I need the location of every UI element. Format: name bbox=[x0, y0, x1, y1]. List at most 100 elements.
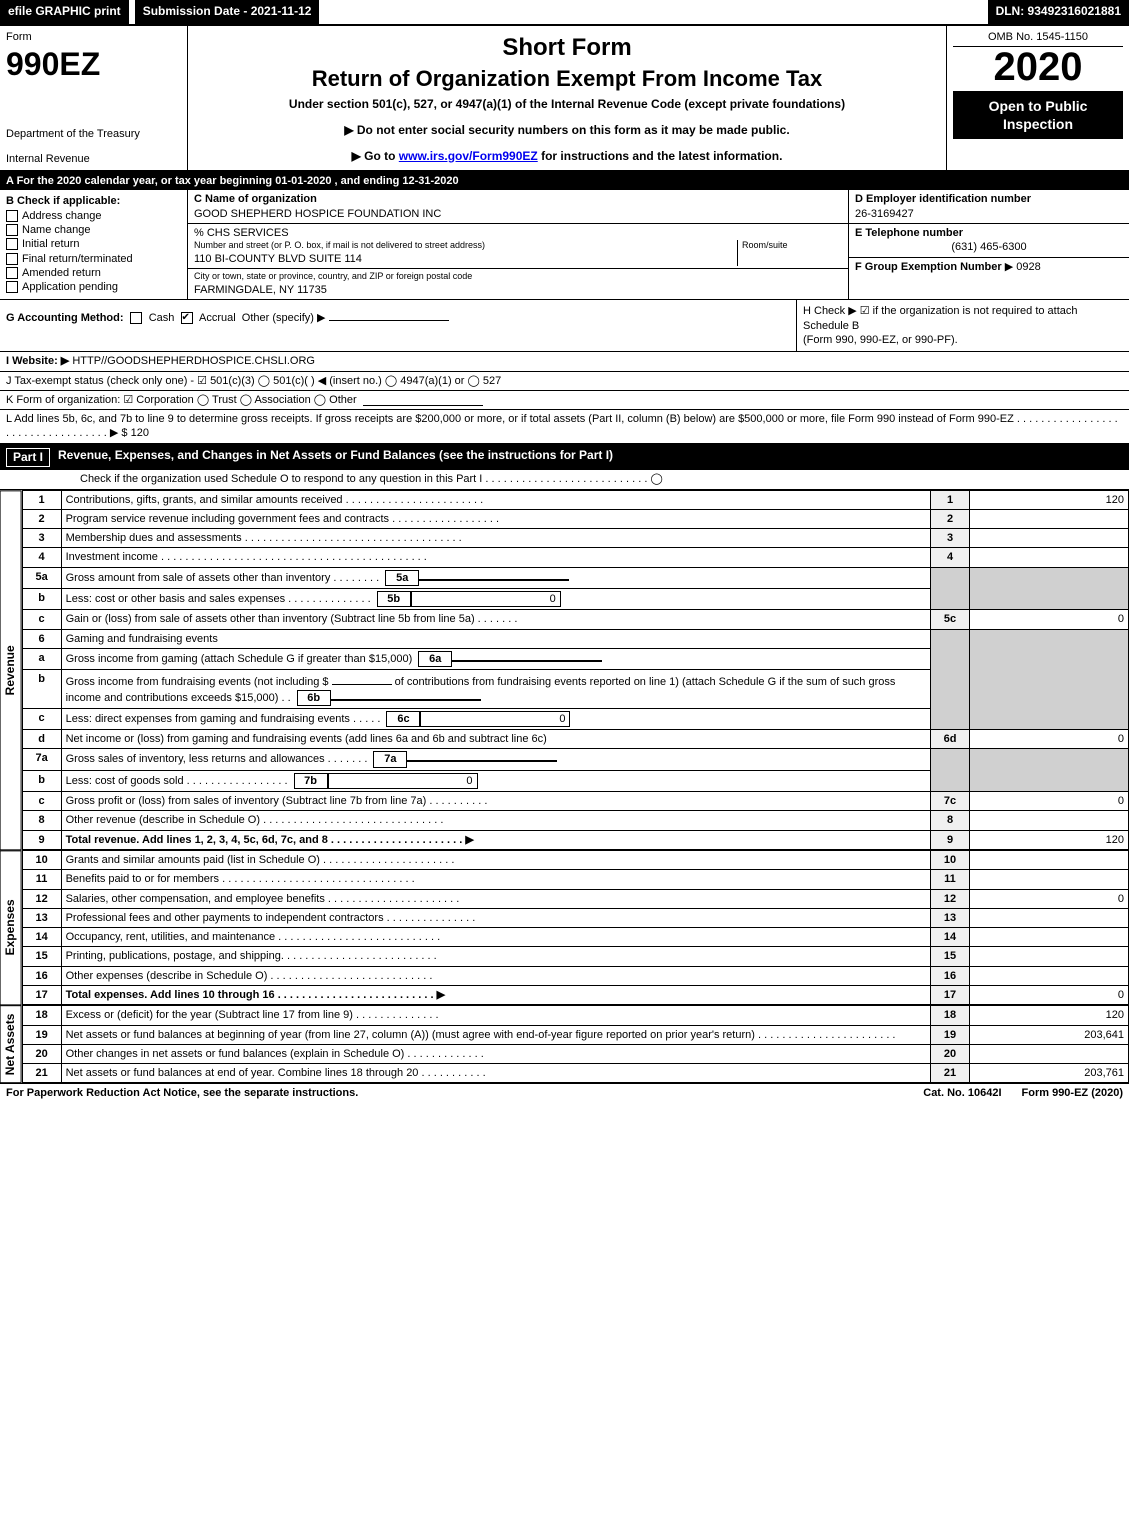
dept-irs: Internal Revenue bbox=[6, 152, 181, 166]
form-number: 990EZ bbox=[6, 44, 181, 86]
irs-link[interactable]: www.irs.gov/Form990EZ bbox=[399, 149, 538, 163]
net-assets-section: Net Assets 18Excess or (deficit) for the… bbox=[0, 1005, 1129, 1083]
gross-receipts-text: L Add lines 5b, 6c, and 7b to line 9 to … bbox=[6, 412, 1123, 441]
tax-year: 2020 bbox=[953, 47, 1123, 87]
city-state-zip: FARMINGDALE, NY 11735 bbox=[194, 283, 842, 297]
section-i: I Website: ▶ HTTP//GOODSHEPHERDHOSPICE.C… bbox=[0, 352, 1129, 371]
checkbox-name-change[interactable]: Name change bbox=[6, 223, 181, 237]
form-title-short: Short Form bbox=[196, 32, 938, 63]
checkbox-address-change[interactable]: Address change bbox=[6, 209, 181, 223]
section-e-label: E Telephone number bbox=[855, 226, 1123, 240]
line-1: 1Contributions, gifts, grants, and simil… bbox=[22, 490, 1128, 509]
checkbox-final-return[interactable]: Final return/terminated bbox=[6, 252, 181, 266]
expenses-section: Expenses 10Grants and similar amounts pa… bbox=[0, 850, 1129, 1005]
line-15: 15Printing, publications, postage, and s… bbox=[22, 947, 1128, 966]
section-k: K Form of organization: ☑ Corporation ◯ … bbox=[0, 391, 1129, 410]
other-org-input[interactable] bbox=[363, 393, 483, 406]
group-exemption-value: ▶ 0928 bbox=[1005, 261, 1041, 273]
street-address: 110 BI-COUNTY BLVD SUITE 114 bbox=[194, 252, 737, 266]
line-8: 8Other revenue (describe in Schedule O) … bbox=[22, 811, 1128, 830]
part-i-header: Part I Revenue, Expenses, and Changes in… bbox=[0, 445, 1129, 471]
tax-exempt-status: J Tax-exempt status (check only one) - ☑… bbox=[6, 374, 501, 388]
section-h-line2: (Form 990, 990-EZ, or 990-PF). bbox=[803, 333, 1123, 347]
line-18: 18Excess or (deficit) for the year (Subt… bbox=[22, 1006, 1128, 1025]
form-subtitle: Under section 501(c), 527, or 4947(a)(1)… bbox=[196, 97, 938, 113]
line-7c: cGross profit or (loss) from sales of in… bbox=[22, 792, 1128, 811]
checkbox-amended-return[interactable]: Amended return bbox=[6, 266, 181, 280]
line-14: 14Occupancy, rent, utilities, and mainte… bbox=[22, 928, 1128, 947]
instr-goto-post: for instructions and the latest informat… bbox=[538, 149, 783, 163]
line-7a: 7aGross sales of inventory, less returns… bbox=[22, 749, 1128, 770]
city-label: City or town, state or province, country… bbox=[194, 271, 842, 283]
section-l: L Add lines 5b, 6c, and 7b to line 9 to … bbox=[0, 410, 1129, 445]
net-assets-side-label: Net Assets bbox=[0, 1005, 22, 1083]
line-6d: dNet income or (loss) from gaming and fu… bbox=[22, 730, 1128, 749]
checkbox-initial-return[interactable]: Initial return bbox=[6, 237, 181, 251]
line-11: 11Benefits paid to or for members . . . … bbox=[22, 870, 1128, 889]
line-9: 9Total revenue. Add lines 1, 2, 3, 4, 5c… bbox=[22, 830, 1128, 849]
website-value: HTTP//GOODSHEPHERDHOSPICE.CHSLI.ORG bbox=[72, 354, 315, 368]
checkbox-accrual[interactable] bbox=[181, 312, 193, 324]
room-suite-label: Room/suite bbox=[737, 240, 842, 266]
header-left: Form 990EZ Department of the Treasury In… bbox=[0, 26, 188, 171]
checkbox-application-pending[interactable]: Application pending bbox=[6, 280, 181, 294]
submission-date: Submission Date - 2021-11-12 bbox=[135, 0, 320, 24]
section-g-label: G Accounting Method: bbox=[6, 312, 124, 324]
section-bcdef: B Check if applicable: Address change Na… bbox=[0, 190, 1129, 300]
section-h-line1: H Check ▶ ☑ if the organization is not r… bbox=[803, 304, 1123, 333]
line-16: 16Other expenses (describe in Schedule O… bbox=[22, 966, 1128, 985]
form-title-long: Return of Organization Exempt From Incom… bbox=[196, 65, 938, 94]
fundraising-amount-input[interactable] bbox=[332, 672, 392, 685]
section-d-label: D Employer identification number bbox=[855, 192, 1123, 206]
instr-goto: ▶ Go to www.irs.gov/Form990EZ for instru… bbox=[196, 149, 938, 165]
line-a-tax-year: A For the 2020 calendar year, or tax yea… bbox=[0, 172, 1129, 190]
net-assets-table: 18Excess or (deficit) for the year (Subt… bbox=[22, 1005, 1129, 1083]
section-i-label: I Website: ▶ bbox=[6, 354, 69, 368]
efile-print-button[interactable]: efile GRAPHIC print bbox=[0, 0, 129, 24]
section-g: G Accounting Method: Cash Accrual Other … bbox=[0, 300, 796, 351]
form-word: Form bbox=[6, 30, 181, 44]
form-of-organization: K Form of organization: ☑ Corporation ◯ … bbox=[6, 393, 357, 407]
line-19: 19Net assets or fund balances at beginni… bbox=[22, 1025, 1128, 1044]
checkbox-cash[interactable] bbox=[130, 312, 142, 324]
footer-cat-number: Cat. No. 10642I bbox=[903, 1086, 1021, 1100]
line-21: 21Net assets or fund balances at end of … bbox=[22, 1064, 1128, 1083]
section-b-heading: B Check if applicable: bbox=[6, 194, 181, 208]
line-20: 20Other changes in net assets or fund ba… bbox=[22, 1044, 1128, 1063]
section-def: D Employer identification number 26-3169… bbox=[849, 190, 1129, 299]
other-method-input[interactable] bbox=[329, 308, 449, 321]
section-gh: G Accounting Method: Cash Accrual Other … bbox=[0, 300, 1129, 352]
section-f-label: F Group Exemption Number bbox=[855, 261, 1002, 273]
section-c: C Name of organization GOOD SHEPHERD HOS… bbox=[188, 190, 849, 299]
section-c-name-label: C Name of organization bbox=[194, 192, 842, 206]
org-name: GOOD SHEPHERD HOSPICE FOUNDATION INC bbox=[194, 207, 842, 221]
page-footer: For Paperwork Reduction Act Notice, see … bbox=[0, 1083, 1129, 1102]
revenue-side-label: Revenue bbox=[0, 490, 22, 850]
form-header: Form 990EZ Department of the Treasury In… bbox=[0, 26, 1129, 173]
line-5a: 5aGross amount from sale of assets other… bbox=[22, 567, 1128, 588]
footer-form-id: Form 990-EZ (2020) bbox=[1022, 1086, 1123, 1100]
expenses-side-label: Expenses bbox=[0, 850, 22, 1005]
telephone-value: (631) 465-6300 bbox=[855, 240, 1123, 254]
top-bar: efile GRAPHIC print Submission Date - 20… bbox=[0, 0, 1129, 26]
revenue-section: Revenue 1Contributions, gifts, grants, a… bbox=[0, 490, 1129, 850]
line-3: 3Membership dues and assessments . . . .… bbox=[22, 529, 1128, 548]
line-13: 13Professional fees and other payments t… bbox=[22, 908, 1128, 927]
dln-number: DLN: 93492316021881 bbox=[988, 0, 1129, 24]
revenue-table: 1Contributions, gifts, grants, and simil… bbox=[22, 490, 1129, 850]
street-label: Number and street (or P. O. box, if mail… bbox=[194, 240, 737, 252]
line-17: 17Total expenses. Add lines 10 through 1… bbox=[22, 986, 1128, 1005]
footer-paperwork-notice: For Paperwork Reduction Act Notice, see … bbox=[6, 1086, 903, 1100]
line-12: 12Salaries, other compensation, and empl… bbox=[22, 889, 1128, 908]
line-4: 4Investment income . . . . . . . . . . .… bbox=[22, 548, 1128, 567]
expenses-table: 10Grants and similar amounts paid (list … bbox=[22, 850, 1129, 1005]
line-2: 2Program service revenue including gover… bbox=[22, 509, 1128, 528]
instr-ssn-warning: ▶ Do not enter social security numbers o… bbox=[196, 123, 938, 139]
care-of-label: % CHS SERVICES bbox=[194, 226, 842, 240]
ein-value: 26-3169427 bbox=[855, 207, 1123, 221]
section-h: H Check ▶ ☑ if the organization is not r… bbox=[796, 300, 1129, 351]
header-right: OMB No. 1545-1150 2020 Open to Public In… bbox=[947, 26, 1129, 171]
section-j: J Tax-exempt status (check only one) - ☑… bbox=[0, 372, 1129, 391]
part-i-check-line: Check if the organization used Schedule … bbox=[0, 470, 1129, 489]
part-i-title: Revenue, Expenses, and Changes in Net As… bbox=[58, 448, 1123, 468]
